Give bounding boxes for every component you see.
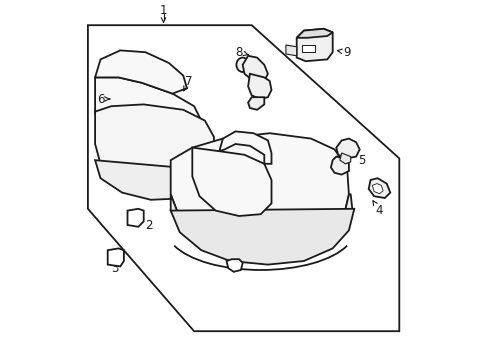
- Polygon shape: [95, 77, 203, 167]
- Polygon shape: [88, 25, 399, 331]
- Polygon shape: [95, 160, 219, 200]
- Text: 6: 6: [97, 93, 110, 105]
- Polygon shape: [95, 104, 213, 189]
- Ellipse shape: [253, 83, 260, 90]
- Polygon shape: [339, 153, 350, 164]
- Ellipse shape: [342, 144, 351, 153]
- Polygon shape: [296, 29, 332, 38]
- Polygon shape: [170, 209, 354, 265]
- Polygon shape: [170, 133, 348, 250]
- Text: 9: 9: [337, 46, 350, 59]
- Polygon shape: [95, 50, 186, 94]
- Polygon shape: [247, 74, 271, 99]
- Polygon shape: [226, 259, 242, 272]
- Text: 4: 4: [372, 201, 383, 217]
- Text: 2: 2: [138, 217, 153, 231]
- Polygon shape: [192, 148, 271, 216]
- Polygon shape: [242, 56, 267, 81]
- Polygon shape: [330, 157, 348, 175]
- Text: 8: 8: [235, 46, 248, 59]
- Polygon shape: [127, 209, 143, 227]
- Text: 1: 1: [160, 4, 167, 17]
- Polygon shape: [247, 97, 264, 110]
- Polygon shape: [285, 45, 296, 56]
- Polygon shape: [302, 45, 314, 52]
- Polygon shape: [107, 248, 123, 266]
- Polygon shape: [368, 178, 389, 198]
- Text: 5: 5: [352, 148, 365, 167]
- Ellipse shape: [236, 58, 248, 72]
- Ellipse shape: [258, 92, 263, 96]
- Polygon shape: [219, 131, 271, 164]
- Text: 7: 7: [183, 75, 192, 91]
- Polygon shape: [336, 139, 359, 158]
- Text: 3: 3: [111, 258, 120, 275]
- Polygon shape: [296, 29, 332, 61]
- Polygon shape: [371, 184, 382, 194]
- Ellipse shape: [254, 90, 259, 94]
- Polygon shape: [170, 194, 352, 261]
